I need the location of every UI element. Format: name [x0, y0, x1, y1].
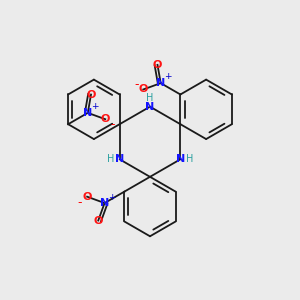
Text: O: O: [139, 85, 148, 94]
Text: O: O: [100, 114, 110, 124]
Text: O: O: [82, 192, 92, 202]
Text: N: N: [146, 102, 154, 112]
Text: H: H: [146, 93, 154, 103]
Text: -: -: [78, 196, 82, 209]
Text: N: N: [156, 78, 165, 88]
Text: O: O: [86, 90, 96, 100]
Text: +: +: [91, 102, 99, 111]
Text: N: N: [176, 154, 185, 164]
Text: +: +: [164, 72, 172, 81]
Text: N: N: [83, 108, 92, 118]
Text: -: -: [110, 118, 115, 131]
Text: H: H: [107, 154, 114, 164]
Text: -: -: [134, 78, 139, 91]
Text: H: H: [186, 154, 193, 164]
Text: O: O: [153, 60, 162, 70]
Text: +: +: [108, 193, 116, 202]
Text: N: N: [100, 198, 109, 208]
Text: O: O: [94, 215, 103, 226]
Text: N: N: [115, 154, 124, 164]
